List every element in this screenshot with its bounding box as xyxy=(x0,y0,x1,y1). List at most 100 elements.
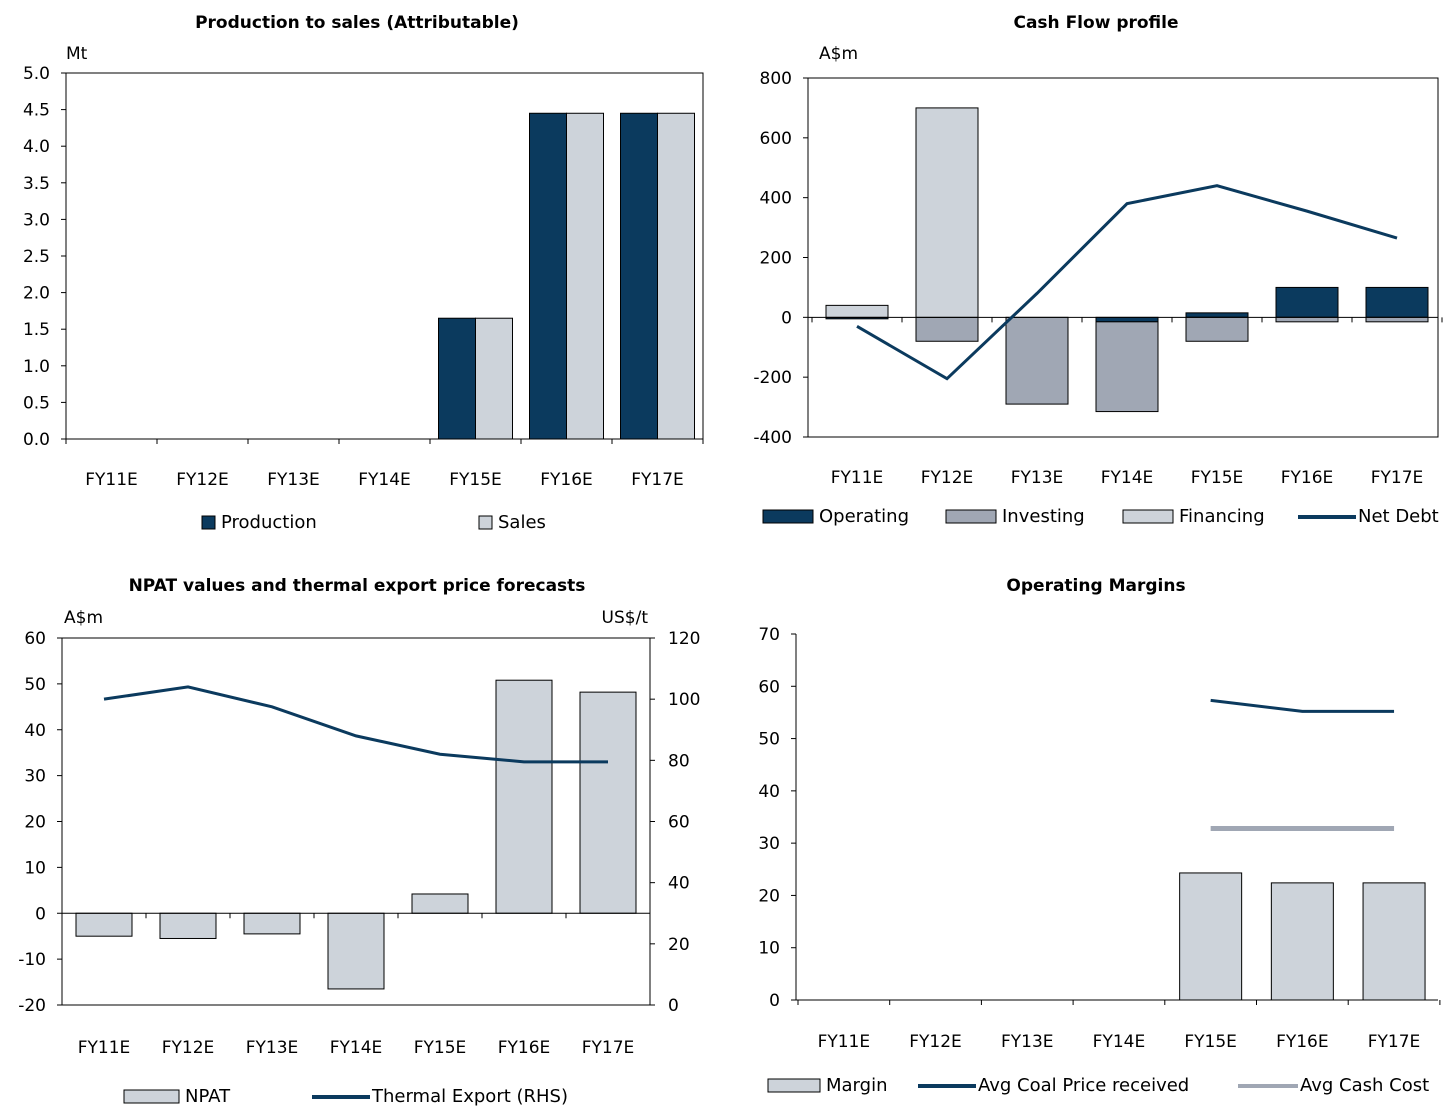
x-tick-label: FY11E xyxy=(85,470,138,490)
x-tick-label: FY15E xyxy=(1184,1032,1237,1052)
y-tick-label: 20 xyxy=(24,813,46,833)
y-tick-label: 0.5 xyxy=(23,393,50,413)
legend-swatch-financing xyxy=(1122,509,1174,524)
bar-financing xyxy=(915,107,979,318)
bar-investing xyxy=(1365,316,1429,323)
y-tick-label: -20 xyxy=(18,996,46,1016)
y-right-tick-label: 40 xyxy=(668,874,690,894)
bar-margin xyxy=(1270,882,1334,1001)
bar-sales xyxy=(657,112,695,440)
y-tick-label: 10 xyxy=(24,858,46,878)
bar-production xyxy=(438,317,476,440)
bar-production xyxy=(529,112,567,440)
y-tick-label: 200 xyxy=(760,249,792,269)
x-tick-label: FY17E xyxy=(631,470,684,490)
y-right-tick-label: 120 xyxy=(668,629,700,649)
x-tick-label: FY12E xyxy=(909,1032,962,1052)
y-tick-label: -10 xyxy=(18,950,46,970)
y-tick-label: 40 xyxy=(24,721,46,741)
y-right-tick-label: 0 xyxy=(668,996,679,1016)
bar-investing xyxy=(1005,316,1069,405)
y-tick-label: 3.0 xyxy=(23,210,50,230)
y-tick-label: 50 xyxy=(758,730,780,750)
y-tick-label: 3.5 xyxy=(23,174,50,194)
plot-area xyxy=(65,72,704,440)
legend-label-npat: NPAT xyxy=(185,1086,231,1107)
x-tick-label: FY15E xyxy=(449,470,502,490)
legend-swatch-operating xyxy=(762,509,814,524)
x-tick-label: FY17E xyxy=(1368,1032,1421,1052)
x-tick-label: FY11E xyxy=(818,1032,871,1052)
y-tick-label: 0 xyxy=(769,991,780,1011)
legend-label-production: Production xyxy=(221,512,317,533)
x-tick-label: FY12E xyxy=(921,468,974,488)
y-tick-label: 30 xyxy=(758,834,780,854)
y-axis-label: A$m xyxy=(819,44,858,64)
y-right-tick-label: 100 xyxy=(668,690,700,710)
legend-label-sales: Sales xyxy=(498,512,546,533)
bar-npat xyxy=(243,912,301,935)
x-tick-label: FY11E xyxy=(78,1038,131,1058)
bar-financing xyxy=(825,304,889,318)
x-tick-label: FY13E xyxy=(1011,468,1064,488)
y-tick-label: 2.5 xyxy=(23,247,50,267)
production-chart: Production to sales (Attributable) Mt 0.… xyxy=(0,0,728,550)
cashflow-chart: Cash Flow profile A$m -400 -200 0 200 400 600… xyxy=(728,0,1456,550)
bar-investing xyxy=(1095,321,1159,413)
x-tick-label: FY16E xyxy=(1281,468,1334,488)
bar-production xyxy=(620,112,658,440)
line-thermal-export-rhs xyxy=(103,685,608,764)
x-tick-label: FY13E xyxy=(246,1038,299,1058)
chart-title: Operating Margins xyxy=(1006,576,1185,596)
bar-npat xyxy=(159,912,217,939)
margins-chart-svg: Operating Margins 0 10 20 30 40 50 60 70 FY11E FY… xyxy=(758,576,1441,1096)
legend-label-margin: Margin xyxy=(826,1075,887,1096)
x-tick-label: FY17E xyxy=(1371,468,1424,488)
chart-title: Cash Flow profile xyxy=(1013,13,1178,33)
x-tick-label: FY11E xyxy=(831,468,884,488)
y-tick-label: 0 xyxy=(781,308,792,328)
legend-swatch-margin xyxy=(767,1078,821,1093)
y-tick-label: 20 xyxy=(758,886,780,906)
legend-swatch-sales xyxy=(478,515,493,530)
y-tick-label: 4.0 xyxy=(23,137,50,157)
bar-investing xyxy=(1275,316,1339,323)
bar-operating xyxy=(1365,286,1429,318)
legend-label-thermal-export-rhs: Thermal Export (RHS) xyxy=(371,1086,568,1107)
production-chart-svg: Production to sales (Attributable) Mt 0.… xyxy=(23,13,704,533)
y-axis-label-right: US$/t xyxy=(602,608,649,628)
cashflow-chart-svg: Cash Flow profile A$m -400 -200 0 200 400 600… xyxy=(753,13,1443,527)
npat-chart-svg: NPAT values and thermal export price for… xyxy=(18,576,700,1107)
y-axis-label: Mt xyxy=(66,44,88,64)
y-tick-label: 50 xyxy=(24,675,46,695)
x-tick-label: FY14E xyxy=(1093,1032,1146,1052)
bar-investing xyxy=(1185,316,1249,342)
line-net-debt xyxy=(856,184,1398,381)
y-tick-label: 800 xyxy=(760,69,792,89)
y-tick-label: 1.0 xyxy=(23,357,50,377)
legend-swatch-production xyxy=(201,515,216,530)
y-tick-label: 0 xyxy=(35,904,46,924)
y-axis-label: A$m xyxy=(64,608,103,628)
y-tick-label: 400 xyxy=(760,189,792,209)
y-tick-label: 70 xyxy=(758,625,780,645)
y-tick-label: 60 xyxy=(24,629,46,649)
y-tick-label: -400 xyxy=(753,428,792,448)
bar-npat xyxy=(75,912,133,937)
x-tick-label: FY14E xyxy=(1101,468,1154,488)
legend-label-operating: Operating xyxy=(819,506,909,527)
bar-npat xyxy=(327,912,385,990)
x-tick-label: FY14E xyxy=(330,1038,383,1058)
legend-swatch-investing xyxy=(945,509,997,524)
y-tick-label: 1.5 xyxy=(23,320,50,340)
y-right-tick-label: 80 xyxy=(668,751,690,771)
bar-sales xyxy=(566,112,604,440)
x-tick-label: FY14E xyxy=(358,470,411,490)
legend-label-avg-coal-price-received: Avg Coal Price received xyxy=(978,1075,1189,1096)
x-tick-label: FY17E xyxy=(582,1038,635,1058)
legend-label-investing: Investing xyxy=(1002,506,1085,527)
y-tick-label: 5.0 xyxy=(23,64,50,84)
legend-label-net-debt: Net Debt xyxy=(1358,506,1439,527)
y-tick-label: 600 xyxy=(760,129,792,149)
bar-margin xyxy=(1179,872,1243,1001)
